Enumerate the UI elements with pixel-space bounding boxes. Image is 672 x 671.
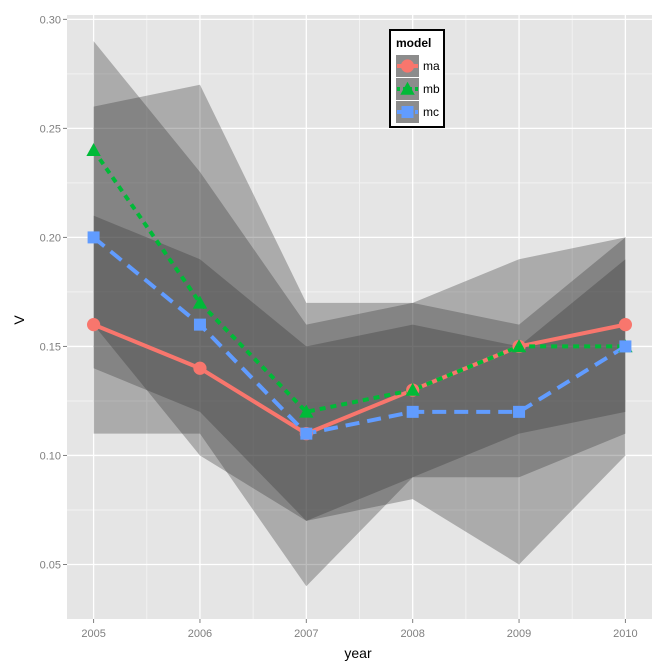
y-tick-label: 0.20 [40, 232, 61, 244]
point-mb [405, 382, 420, 396]
series-line-ma [92, 322, 626, 436]
ribbon-mb [93, 41, 626, 565]
x-tick-label: 2009 [507, 628, 531, 640]
legend-label-mb: mb [423, 82, 440, 96]
point-ma [618, 318, 633, 332]
x-axis-title: year [344, 645, 372, 661]
y-axis-title: V [11, 315, 27, 325]
y-tick-label: 0.30 [40, 14, 61, 26]
y-tick-label: 0.15 [40, 341, 61, 353]
y-tick-label: 0.10 [40, 450, 61, 462]
x-axis: 2005 2006 2007 2008 2009 2010 [81, 619, 638, 640]
plot-panel [67, 15, 652, 619]
point-ma [86, 318, 101, 332]
x-tick-label: 2005 [81, 628, 105, 640]
legend-key-marker-ma [400, 59, 415, 73]
x-tick-label: 2008 [400, 628, 424, 640]
y-tick-label: 0.25 [40, 123, 61, 135]
legend-title: model [396, 36, 431, 50]
y-tick-label: 0.05 [40, 559, 61, 571]
series-line-mb [91, 149, 626, 414]
legend-key-marker-mb [400, 81, 415, 95]
point-mc [87, 231, 100, 244]
point-mc [300, 427, 313, 440]
point-mc [406, 405, 419, 418]
y-axis: 0.05 0.10 0.15 0.20 0.25 0.30 [40, 14, 67, 571]
x-tick-label: 2010 [613, 628, 637, 640]
ribbon-ma [93, 215, 626, 521]
legend: model ma mb mc [389, 29, 445, 128]
x-tick-label: 2007 [294, 628, 318, 640]
point-mb [299, 404, 314, 418]
series-line-mc [92, 235, 627, 436]
point-mc [619, 340, 632, 353]
point-ma [193, 361, 207, 375]
legend-key-marker-mc [401, 106, 414, 118]
x-tick-label: 2006 [188, 628, 212, 640]
point-mb [192, 295, 208, 309]
point-mb [511, 339, 527, 353]
legend-label-ma: ma [423, 59, 440, 73]
ribbon-mc [93, 84, 626, 587]
point-mc [513, 405, 526, 418]
point-mb [86, 142, 101, 156]
point-mc [193, 318, 206, 331]
legend-label-mc: mc [423, 105, 439, 119]
